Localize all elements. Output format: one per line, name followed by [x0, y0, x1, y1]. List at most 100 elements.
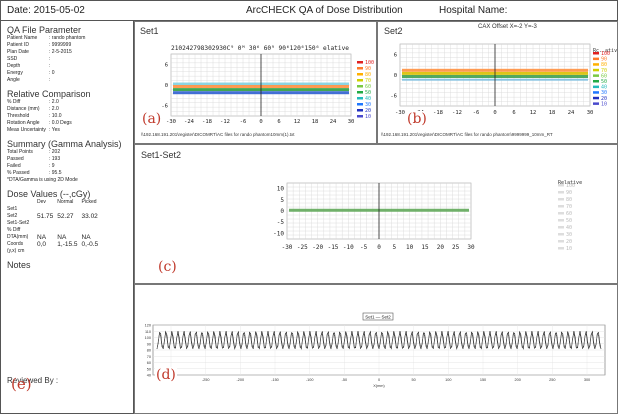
dose-values-title: Dose Values (--,cGy)	[7, 189, 91, 199]
x-tick-label: 18	[312, 119, 319, 125]
legend-swatch	[357, 61, 363, 64]
dose-header-cell: Normal	[57, 199, 74, 205]
x-tick-label: 0	[377, 244, 381, 251]
profile-x-tick: 150	[480, 378, 486, 382]
legend-label: 60	[365, 84, 371, 90]
dose-cell: 51.75	[37, 213, 54, 220]
dose-cell	[37, 220, 57, 227]
param-value: : Yes	[49, 127, 60, 133]
set2-dose-map: -30-24-18-12-6061218243060-6Rc..ative100…	[390, 43, 617, 116]
legend-swatch	[357, 109, 363, 112]
x-tick-label: 12	[530, 110, 537, 116]
profile-x-tick: -50	[342, 378, 348, 382]
legend-swatch	[593, 96, 599, 100]
figure-label-d: (d)	[155, 367, 177, 383]
figure-label-c: (c)	[157, 259, 178, 275]
parameters-sidebar: QA File Parameter Patient Name : rando ph…	[1, 21, 134, 414]
summary-note: *DTA/Gamma is using 2D Mode	[7, 177, 78, 183]
dose-cell	[37, 248, 57, 255]
dose-row: Set2 51.75 52.27 33.02	[7, 213, 102, 220]
legend-label: 80	[365, 72, 371, 78]
legend-label: 30	[566, 232, 572, 238]
dose-row: (y,x) cm	[7, 248, 102, 255]
figure-label-e: (e)	[11, 375, 32, 393]
legend-swatch	[357, 97, 363, 100]
legend-label: 10	[365, 114, 371, 120]
dose-cell: 1,-15.5	[57, 241, 78, 248]
legend-swatch	[558, 212, 564, 215]
legend-label: 40	[566, 225, 572, 231]
qa-file-title: QA File Parameter	[7, 25, 82, 35]
dose-header-cell: Dev	[37, 199, 46, 205]
param-row: Patient Name : rando phantom	[1, 35, 133, 42]
param-value: : 0	[49, 70, 55, 76]
y-tick-label: 5	[280, 197, 284, 204]
param-key: % Passed	[7, 170, 30, 176]
param-row: Total Points: 202	[1, 149, 133, 156]
legend-swatch	[558, 191, 564, 194]
legend-title: Relative	[558, 180, 582, 186]
param-key: Passed	[7, 156, 24, 162]
x-tick-label: 5	[393, 244, 397, 251]
y-tick-label: -6	[161, 104, 168, 110]
profile-series-set2	[156, 332, 602, 350]
param-row: Distance (mm): 2.0	[1, 106, 133, 113]
legend-swatch	[357, 79, 363, 82]
dose-header-cell	[7, 199, 37, 206]
legend-label: 40	[365, 96, 371, 102]
legend-label: 80	[601, 62, 607, 68]
profile-y-tick: 90	[147, 342, 151, 346]
legend-label: 50	[566, 218, 572, 224]
dose-header-row: Dev Normal Picked	[7, 199, 102, 206]
legend-swatch	[593, 91, 599, 94]
legend-swatch	[558, 205, 564, 208]
param-key: Patient Name	[7, 35, 38, 41]
param-key: Depth	[7, 63, 21, 69]
y-tick-label: 0	[165, 83, 168, 89]
difference-title: Set1-Set2	[141, 150, 182, 160]
legend-swatch	[593, 52, 599, 55]
param-value: : 9	[49, 163, 55, 169]
x-tick-label: -6	[240, 119, 247, 125]
y-tick-label: 0	[280, 208, 284, 215]
dose-cell: 52.27	[57, 213, 74, 220]
param-value: : rando phantom	[49, 35, 86, 41]
figure-label-a: (a)	[141, 111, 163, 127]
x-tick-label: 20	[437, 244, 445, 251]
set1-title: Set1	[140, 26, 159, 36]
legend-label: 70	[365, 78, 371, 84]
param-value: :	[49, 77, 51, 83]
param-value: : 10.0	[49, 113, 62, 119]
dose-cell	[57, 206, 81, 213]
param-value: : 9999999	[49, 42, 72, 48]
x-tick-label: -18	[202, 119, 212, 125]
dose-cell	[57, 227, 81, 234]
profile-y-tick: 60	[147, 361, 151, 365]
legend-swatch	[357, 91, 363, 94]
x-tick-label: -25	[297, 244, 308, 251]
x-tick-label: 24	[330, 119, 337, 125]
param-value: : 95.5	[49, 170, 62, 176]
param-row: Failed: 9	[1, 163, 133, 170]
x-tick-label: 6	[512, 110, 515, 116]
y-tick-label: -5	[277, 219, 285, 226]
set2-title: Set2	[384, 26, 403, 36]
x-tick-label: 24	[568, 110, 575, 116]
param-value: : 0.0 Degs	[49, 120, 72, 126]
x-tick-label: -30	[166, 119, 176, 125]
dose-row: Set1-Set2	[7, 220, 102, 227]
summary-params: Total Points: 202 Passed: 193 Failed: 9% P…	[1, 149, 133, 177]
profile-panel: Set1 — Set2120110100908070605040-300-250…	[134, 284, 618, 414]
legend-swatch	[558, 233, 564, 236]
profile-x-tick: 250	[549, 378, 555, 382]
x-tick-label: -12	[220, 119, 230, 125]
param-row: Meas Uncertainty: Yes	[1, 127, 133, 134]
x-tick-label: -30	[282, 244, 293, 251]
x-tick-label: 12	[294, 119, 301, 125]
dose-cell	[82, 227, 103, 234]
dose-profile-chart: Set1 — Set2120110100908070605040-300-250…	[145, 312, 606, 388]
legend-label: 60	[566, 211, 572, 217]
legend-swatch	[558, 219, 564, 222]
dose-cell: 0,0	[37, 241, 47, 248]
